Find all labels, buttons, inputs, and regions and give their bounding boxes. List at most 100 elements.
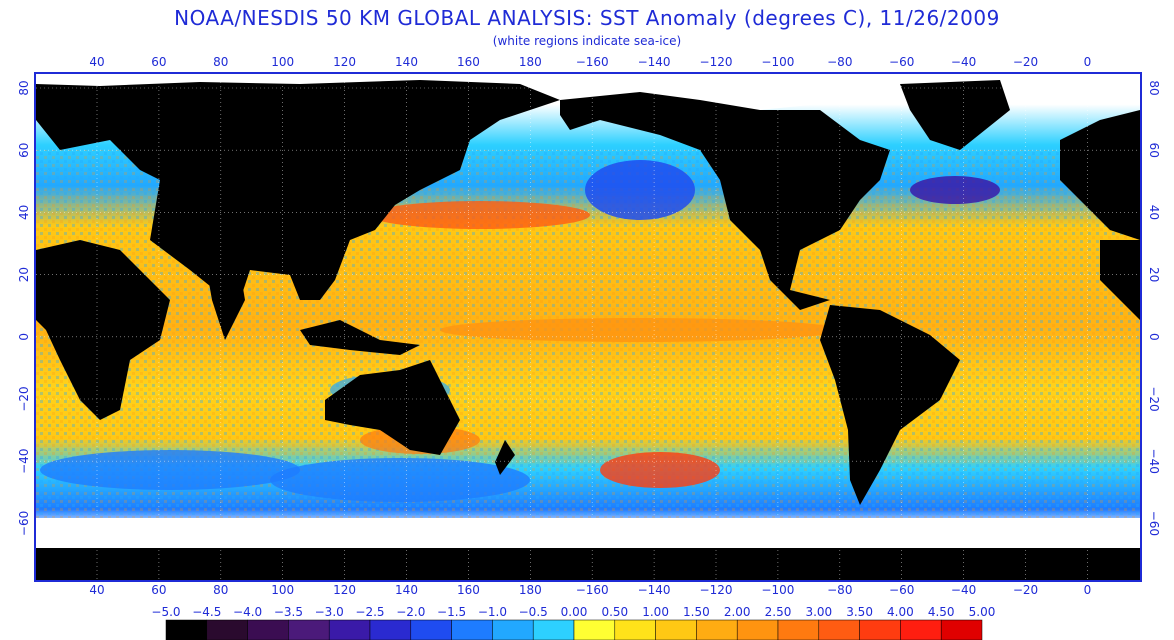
legend-tick-label: −3.0 [315, 605, 344, 619]
lon-label-top: 40 [89, 55, 104, 69]
land-greenland [900, 80, 1010, 150]
lon-label-top: 140 [395, 55, 418, 69]
lon-label-top: 160 [457, 55, 480, 69]
lon-label-top: 180 [519, 55, 542, 69]
legend-tick-label: 4.00 [887, 605, 914, 619]
legend-swatch [492, 619, 534, 640]
lon-label-top: 120 [333, 55, 356, 69]
lon-label-bottom: 0 [1084, 583, 1092, 597]
legend-swatch [573, 619, 616, 640]
legend-tick-label: 0.00 [561, 605, 588, 619]
warm-anomaly-equatorial-pacific [440, 318, 840, 342]
lon-label-top: 100 [271, 55, 294, 69]
legend-tick-label: −0.5 [519, 605, 548, 619]
land-indonesia [300, 320, 420, 355]
legend-tick-label: 2.00 [724, 605, 751, 619]
legend-swatch [940, 619, 983, 640]
legend-tick-label: 3.50 [846, 605, 873, 619]
lon-label-top: 80 [213, 55, 228, 69]
lon-label-bottom: 140 [395, 583, 418, 597]
legend-tick-label: −5.0 [151, 605, 180, 619]
lon-label-bottom: 40 [89, 583, 104, 597]
legend-tick-label: −3.5 [274, 605, 303, 619]
legend-swatch [532, 619, 575, 640]
lat-label-right: −20 [1147, 386, 1161, 411]
legend-swatch [206, 619, 248, 640]
legend-tick-label: 1.50 [683, 605, 710, 619]
lon-label-bottom: 60 [151, 583, 166, 597]
land-eurasia [36, 80, 560, 300]
lon-label-bottom: 100 [271, 583, 294, 597]
land-india [205, 260, 245, 340]
land-africa [36, 240, 170, 420]
lon-label-bottom: −40 [951, 583, 976, 597]
lat-label-right: 0 [1147, 333, 1161, 341]
land-antarctica [36, 548, 1140, 580]
legend-swatch [859, 619, 901, 640]
land-new-zealand [495, 440, 515, 475]
lon-label-bottom: −20 [1013, 583, 1038, 597]
colorbar-legend: −5.0 −4.5 −4.0 −3.5 −3.0 −2.5 −2.0 −1.5 −1.0 −0.5… [150, 604, 1000, 640]
legend-tick-label: 2.50 [765, 605, 792, 619]
land [36, 80, 1140, 580]
land-north-america [560, 92, 890, 310]
legend-swatch [777, 619, 820, 640]
legend-tick-label: −2.0 [396, 605, 425, 619]
lon-label-top: −60 [889, 55, 914, 69]
lon-label-bottom: 180 [519, 583, 542, 597]
map-subtitle: (white regions indicate sea-ice) [492, 34, 682, 48]
lat-label-left: −40 [17, 449, 31, 474]
legend-swatch [614, 619, 656, 640]
legend-swatch [247, 619, 289, 640]
legend-swatch [696, 619, 738, 640]
map-frame [34, 72, 1142, 582]
sea-ice [36, 74, 1140, 548]
legend-swatch [451, 619, 493, 640]
cool-anomaly-indian-ocean [40, 450, 300, 490]
land-west-africa [1100, 240, 1140, 320]
lat-label-left: −20 [17, 386, 31, 411]
lat-label-right: 40 [1147, 205, 1161, 220]
longitude-labels-top: 40 60 80 100 120 140 160 180 −160 −140 −120 −100 −80… [89, 55, 1091, 69]
legend-swatch [410, 619, 452, 640]
lon-label-top: −120 [700, 55, 733, 69]
lon-label-top: −40 [951, 55, 976, 69]
cool-anomaly-gulf-of-alaska [585, 160, 695, 220]
legend-swatch [369, 619, 412, 640]
warm-anomaly-north-pacific [370, 201, 590, 229]
lon-label-bottom: −120 [700, 583, 733, 597]
lat-label-left: 40 [17, 205, 31, 220]
lon-label-bottom: −160 [576, 583, 609, 597]
lat-label-left: 0 [17, 333, 31, 341]
latitude-labels-right: 80 60 40 20 0 −20 −40 −60 [1147, 80, 1161, 536]
legend-swatch [165, 619, 208, 640]
arctic-ice [36, 74, 1140, 110]
land-australia [325, 360, 460, 455]
legend-tick-label: −4.5 [192, 605, 221, 619]
legend-tick-label: −2.5 [355, 605, 384, 619]
lat-label-right: −40 [1147, 449, 1161, 474]
legend-swatch [288, 619, 330, 640]
lon-label-top: −80 [827, 55, 852, 69]
cool-anomaly-southern-ocean [270, 458, 530, 502]
legend-swatch [655, 619, 697, 640]
legend-tick-label: 1.00 [642, 605, 669, 619]
lon-label-bottom: 120 [333, 583, 356, 597]
lon-label-bottom: −60 [889, 583, 914, 597]
legend-tick-label: −1.5 [437, 605, 466, 619]
legend-tick-label: 0.50 [601, 605, 628, 619]
lon-label-bottom: −100 [761, 583, 794, 597]
lat-label-right: 60 [1147, 143, 1161, 158]
lat-label-left: 60 [17, 143, 31, 158]
sst-anomaly-map: 40 60 80 100 120 140 160 180 −160 −140 −120 −100 −80… [17, 55, 1161, 597]
latitude-labels-left: 80 60 40 20 0 −20 −40 −60 [17, 80, 31, 536]
lon-label-bottom: −140 [638, 583, 671, 597]
lon-label-top: 60 [151, 55, 166, 69]
map-title: NOAA/NESDIS 50 KM GLOBAL ANALYSIS: SST A… [174, 6, 1000, 30]
lon-label-top: −140 [638, 55, 671, 69]
legend-tick-label: 4.50 [928, 605, 955, 619]
legend-swatch [328, 619, 371, 640]
legend-tick-label: 5.00 [969, 605, 996, 619]
legend-swatch [900, 619, 942, 640]
legend-swatch [736, 619, 779, 640]
